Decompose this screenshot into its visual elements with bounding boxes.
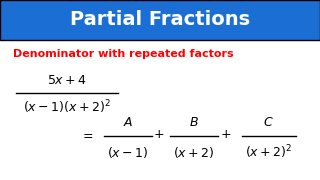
Text: $C$: $C$ (263, 116, 274, 129)
Text: $+$: $+$ (153, 129, 164, 141)
Text: $B$: $B$ (189, 116, 198, 129)
Text: $A$: $A$ (123, 116, 133, 129)
Text: $=$: $=$ (80, 129, 93, 141)
Text: $+$: $+$ (220, 129, 231, 141)
Text: Partial Fractions: Partial Fractions (70, 10, 250, 29)
Text: $(x-1)$: $(x-1)$ (107, 145, 149, 160)
Text: $(x-1)(x+2)^2$: $(x-1)(x+2)^2$ (23, 98, 111, 116)
Text: $(x+2)$: $(x+2)$ (173, 145, 214, 160)
FancyBboxPatch shape (0, 0, 320, 40)
Text: $(x+2)^2$: $(x+2)^2$ (245, 143, 292, 161)
Text: $5x + 4$: $5x + 4$ (47, 74, 87, 87)
Text: Denominator with repeated factors: Denominator with repeated factors (13, 49, 233, 59)
